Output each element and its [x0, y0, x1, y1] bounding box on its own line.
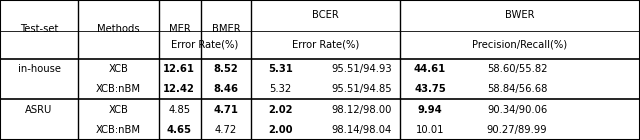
Text: 2.02: 2.02	[268, 105, 292, 115]
Text: 5.31: 5.31	[268, 64, 292, 74]
Text: 90.27/89.99: 90.27/89.99	[487, 125, 547, 135]
Text: 8.46: 8.46	[213, 84, 239, 94]
Text: BWER: BWER	[505, 10, 535, 20]
Text: 95.51/94.93: 95.51/94.93	[332, 64, 392, 74]
Text: 4.85: 4.85	[168, 105, 190, 115]
Text: 10.01: 10.01	[416, 125, 444, 135]
Text: XCB: XCB	[108, 105, 129, 115]
Text: Methods: Methods	[97, 24, 140, 34]
Text: 4.71: 4.71	[213, 105, 239, 115]
Text: XCB:nBM: XCB:nBM	[96, 125, 141, 135]
Text: 58.60/55.82: 58.60/55.82	[487, 64, 547, 74]
Text: BCER: BCER	[312, 10, 339, 20]
Text: Test-set: Test-set	[20, 24, 58, 34]
Text: 9.94: 9.94	[418, 105, 442, 115]
Text: 12.61: 12.61	[163, 64, 195, 74]
Text: ASRU: ASRU	[26, 105, 52, 115]
Text: 12.42: 12.42	[163, 84, 195, 94]
Text: Error Rate(%): Error Rate(%)	[292, 40, 359, 50]
Text: 4.65: 4.65	[166, 125, 192, 135]
Text: BMER: BMER	[212, 24, 240, 34]
Text: 95.51/94.85: 95.51/94.85	[332, 84, 392, 94]
Text: 98.12/98.00: 98.12/98.00	[332, 105, 392, 115]
Text: 44.61: 44.61	[414, 64, 446, 74]
Text: 2.00: 2.00	[268, 125, 292, 135]
Text: Error Rate(%): Error Rate(%)	[171, 40, 239, 50]
Text: 90.34/90.06: 90.34/90.06	[487, 105, 547, 115]
Text: MER: MER	[169, 24, 191, 34]
Text: in-house: in-house	[17, 64, 61, 74]
Text: Precision/Recall(%): Precision/Recall(%)	[472, 40, 568, 50]
Text: 5.32: 5.32	[269, 84, 291, 94]
Text: 43.75: 43.75	[414, 84, 446, 94]
Text: 98.14/98.04: 98.14/98.04	[332, 125, 392, 135]
Text: 8.52: 8.52	[214, 64, 238, 74]
Text: 58.84/56.68: 58.84/56.68	[487, 84, 547, 94]
Text: XCB:nBM: XCB:nBM	[96, 84, 141, 94]
Text: XCB: XCB	[108, 64, 129, 74]
Text: 4.72: 4.72	[215, 125, 237, 135]
